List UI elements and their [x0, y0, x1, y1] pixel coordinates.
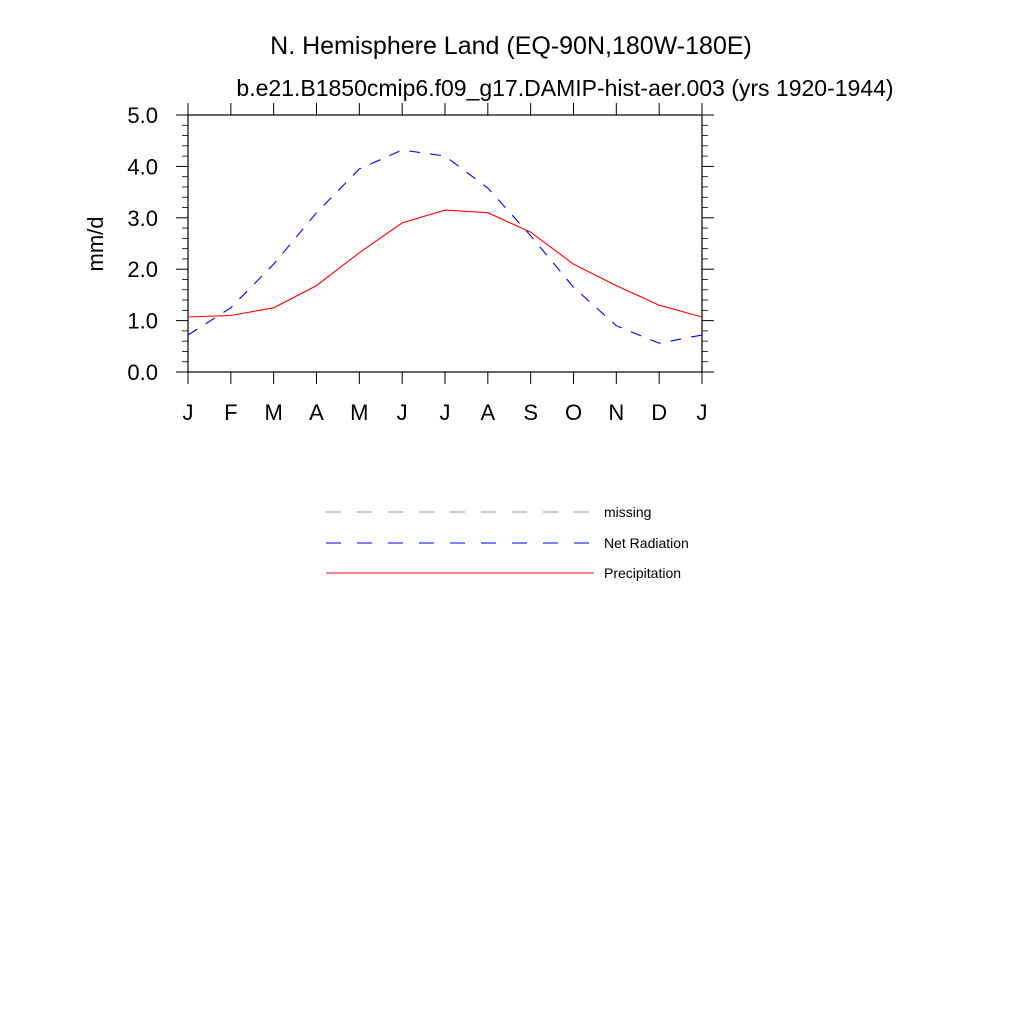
chart-subtitle: b.e21.B1850cmip6.f09_g17.DAMIP-hist-aer.… — [236, 75, 893, 101]
x-tick-label: O — [565, 400, 582, 425]
y-axis: 0.0 1.0 2.0 3.0 4.0 5.0 — [127, 103, 714, 385]
y-tick-label: 2.0 — [127, 257, 158, 282]
legend-label-missing: missing — [604, 504, 651, 520]
x-tick-label: F — [224, 400, 237, 425]
plot-frame — [187, 114, 703, 373]
y-tick-label: 1.0 — [127, 309, 158, 334]
y-axis-label: mm/d — [83, 217, 108, 272]
x-tick-label: M — [265, 400, 283, 425]
legend: missing Net Radiation Precipitation — [326, 504, 689, 581]
x-tick-label: J — [440, 400, 451, 425]
x-tick-label: J — [697, 400, 708, 425]
y-tick-label: 5.0 — [127, 103, 158, 128]
x-tick-label: S — [523, 400, 538, 425]
series-layer — [187, 149, 703, 344]
y-tick-label: 3.0 — [127, 206, 158, 231]
series-line-net-radiation — [187, 149, 703, 344]
x-tick-label: A — [309, 400, 324, 425]
x-tick-label: M — [350, 400, 368, 425]
y-tick-label: 4.0 — [127, 154, 158, 179]
legend-label-net-radiation: Net Radiation — [604, 535, 689, 551]
x-tick-label: J — [397, 400, 408, 425]
x-tick-label: A — [480, 400, 495, 425]
x-tick-label: D — [651, 400, 667, 425]
series-line-precipitation — [187, 209, 703, 318]
chart-title: N. Hemisphere Land (EQ-90N,180W-180E) — [270, 32, 752, 60]
legend-label-precipitation: Precipitation — [604, 565, 681, 581]
plot-border — [187, 114, 703, 373]
y-tick-label: 0.0 — [127, 360, 158, 385]
x-tick-label: J — [183, 400, 194, 425]
x-tick-label: N — [608, 400, 624, 425]
